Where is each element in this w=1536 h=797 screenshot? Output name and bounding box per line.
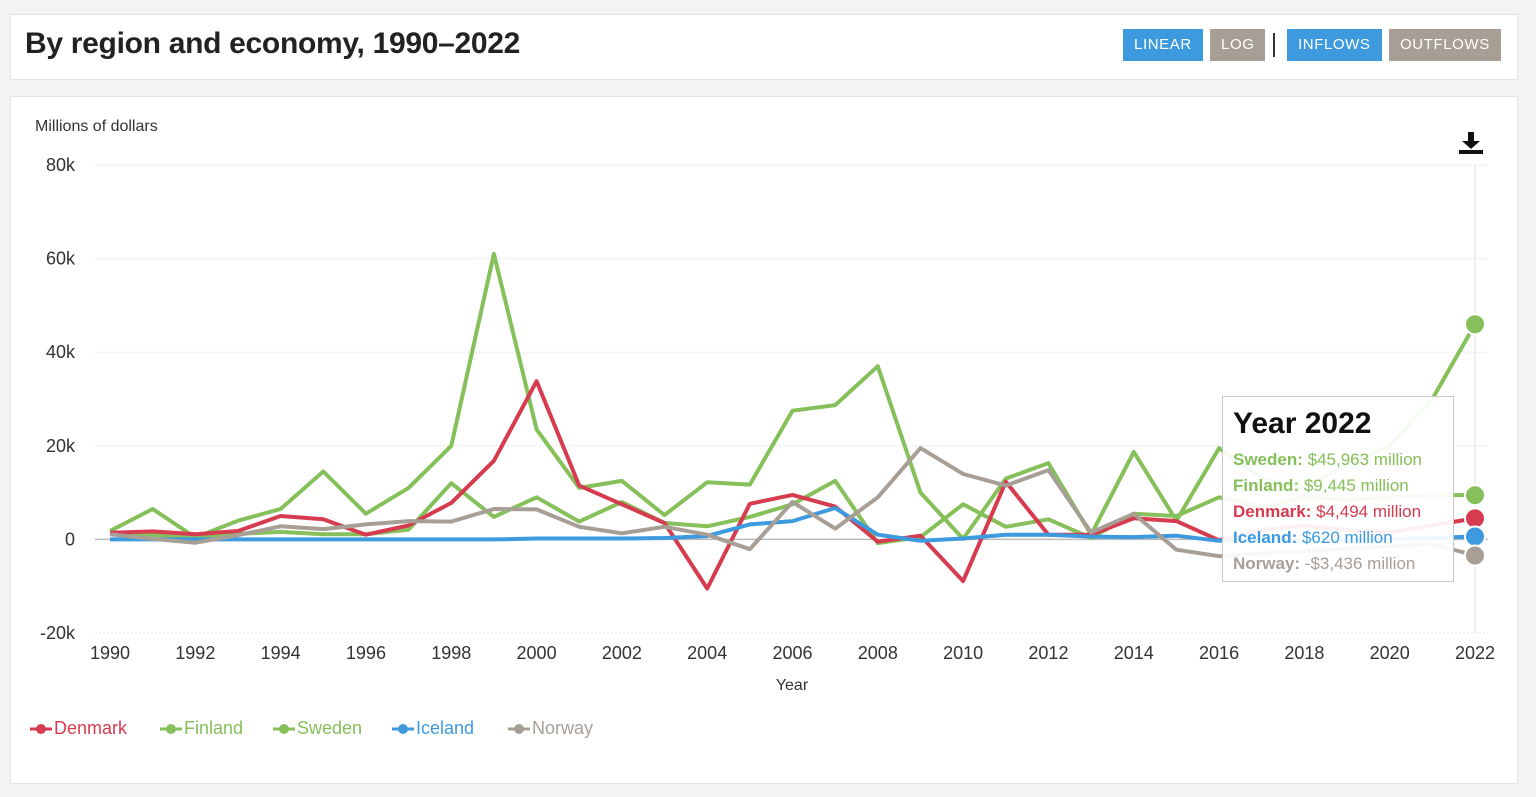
outflows-button[interactable]: OUTFLOWS [1389, 29, 1501, 61]
tooltip-row: Sweden: $45,963 million [1233, 447, 1443, 473]
legend-label: Iceland [416, 718, 475, 738]
tooltip-series-value: $4,494 million [1311, 502, 1422, 521]
tooltip-series-name: Sweden: [1233, 450, 1303, 469]
tooltip: Year 2022 Sweden: $45,963 million Finland… [1222, 396, 1454, 582]
tooltip-row: Iceland: $620 million [1233, 525, 1443, 551]
page-title: By region and economy, 1990–2022 [25, 27, 521, 60]
tooltip-series-name: Iceland: [1233, 528, 1298, 547]
legend-item-sweden[interactable]: Sweden [273, 718, 362, 739]
x-tick-label: 2018 [1284, 643, 1324, 663]
x-tick-label: 2010 [943, 643, 983, 663]
x-tick-label: 1994 [261, 643, 301, 663]
legend-label: Sweden [297, 718, 363, 738]
x-tick-label: 2002 [602, 643, 642, 663]
legend-marker-icon [160, 724, 182, 734]
x-tick-label: 2020 [1370, 643, 1410, 663]
y-axis-label: Millions of dollars [35, 118, 158, 135]
legend-marker-icon [508, 724, 530, 734]
tooltip-series-value: $45,963 million [1302, 450, 1422, 469]
y-tick-label: -20k [40, 623, 76, 643]
x-tick-label: 2008 [858, 643, 898, 663]
x-tick-label: 2000 [517, 643, 557, 663]
tooltip-series-name: Finland: [1233, 476, 1300, 495]
endpoint-marker-iceland[interactable] [1464, 525, 1486, 548]
tooltip-series-name: Norway: [1233, 554, 1301, 573]
divider [1273, 33, 1275, 57]
tooltip-title: Year 2022 [1233, 407, 1372, 440]
y-tick-label: 0 [65, 529, 75, 549]
legend-item-denmark[interactable]: Denmark [30, 718, 127, 739]
header-card: By region and economy, 1990–2022 LINEAR … [10, 14, 1518, 80]
x-tick-label: 2006 [772, 643, 812, 663]
x-tick-label: 2014 [1114, 643, 1154, 663]
log-button[interactable]: LOG [1210, 29, 1266, 61]
tooltip-series-value: -$3,436 million [1300, 554, 1416, 573]
x-tick-label: 1998 [431, 643, 471, 663]
tooltip-series-value: $620 million [1297, 528, 1393, 547]
x-tick-label: 2016 [1199, 643, 1239, 663]
legend-label: Norway [532, 718, 594, 738]
linear-button[interactable]: LINEAR [1123, 29, 1203, 61]
y-tick-label: 60k [46, 249, 76, 269]
legend-marker-icon [392, 724, 414, 734]
legend-label: Denmark [54, 718, 128, 738]
tooltip-row: Norway: -$3,436 million [1233, 551, 1443, 577]
legend-item-finland[interactable]: Finland [160, 718, 243, 739]
endpoint-marker-finland[interactable] [1464, 484, 1486, 507]
x-tick-label: 2012 [1028, 643, 1068, 663]
tooltip-row: Denmark: $4,494 million [1233, 499, 1443, 525]
x-tick-label: 1992 [175, 643, 215, 663]
legend-label: Finland [184, 718, 244, 738]
x-tick-label: 1996 [346, 643, 386, 663]
y-tick-label: 40k [46, 342, 76, 362]
x-tick-label: 1990 [90, 643, 130, 663]
tooltip-row: Finland: $9,445 million [1233, 473, 1443, 499]
endpoint-marker-sweden[interactable] [1464, 313, 1486, 336]
x-axis-label: Year [776, 677, 809, 694]
inflows-button[interactable]: INFLOWS [1287, 29, 1382, 61]
x-tick-label: 2004 [687, 643, 727, 663]
y-tick-label: 20k [46, 436, 76, 456]
x-tick-label: 2022 [1455, 643, 1495, 663]
endpoint-marker-denmark[interactable] [1464, 507, 1486, 530]
y-tick-label: 80k [46, 155, 76, 175]
legend-item-iceland[interactable]: Iceland [392, 718, 474, 739]
legend-marker-icon [30, 724, 52, 734]
legend-marker-icon [273, 724, 295, 734]
tooltip-series-name: Denmark: [1233, 502, 1312, 521]
endpoint-marker-norway[interactable] [1464, 544, 1486, 567]
download-icon[interactable] [1459, 132, 1483, 154]
legend-item-norway[interactable]: Norway [508, 718, 593, 739]
tooltip-series-value: $9,445 million [1299, 476, 1409, 495]
